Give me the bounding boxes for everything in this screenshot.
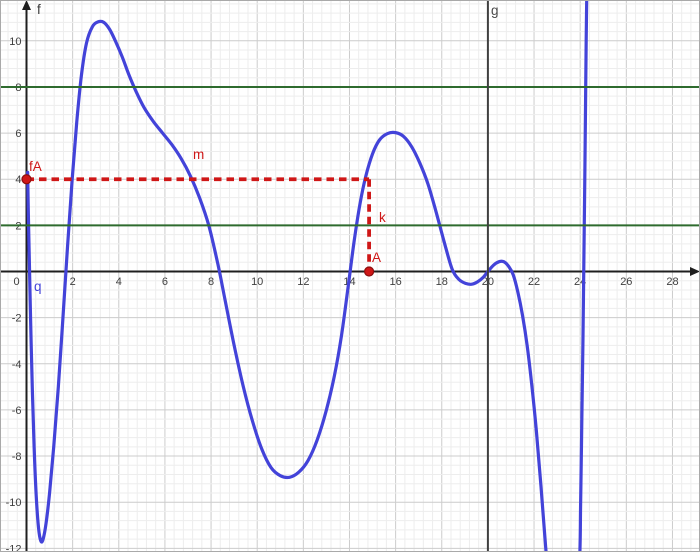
x-tick-label: 6 <box>162 276 168 288</box>
y-tick-label: -10 <box>6 497 22 509</box>
x-tick-label: 4 <box>116 276 122 288</box>
y-tick-label: -6 <box>12 405 22 417</box>
curve-f[interactable] <box>26 0 589 552</box>
label-f[interactable]: f <box>37 2 41 17</box>
label-k[interactable]: k <box>379 210 386 225</box>
y-tick-label: -12 <box>6 543 22 552</box>
x-tick-label: 2 <box>70 276 76 288</box>
y-tick-label: 10 <box>9 36 21 48</box>
y-tick-label: 6 <box>15 128 21 140</box>
label-fA[interactable]: fA <box>29 159 42 174</box>
x-tick-label: 28 <box>666 276 678 288</box>
x-tick-label: 8 <box>208 276 214 288</box>
origin-label: 0 <box>13 276 19 288</box>
x-tick-label: 16 <box>389 276 401 288</box>
x-axis-arrow-icon <box>690 267 700 276</box>
x-tick-label: 10 <box>251 276 263 288</box>
y-tick-label: -4 <box>12 359 22 371</box>
point-fA[interactable] <box>21 174 32 185</box>
point-A[interactable] <box>363 266 375 277</box>
x-tick-label: 12 <box>297 276 309 288</box>
label-m[interactable]: m <box>193 147 204 162</box>
label-g[interactable]: g <box>491 3 499 18</box>
y-axis-arrow-icon <box>22 0 31 10</box>
x-tick-label: 22 <box>528 276 540 288</box>
y-tick-label: 4 <box>15 174 21 186</box>
label-A[interactable]: A <box>372 250 381 265</box>
label-q[interactable]: q <box>34 279 42 294</box>
x-tick-label: 18 <box>436 276 448 288</box>
x-tick-label: 26 <box>620 276 632 288</box>
y-tick-label: -8 <box>12 451 22 463</box>
y-tick-label: -2 <box>12 313 22 325</box>
